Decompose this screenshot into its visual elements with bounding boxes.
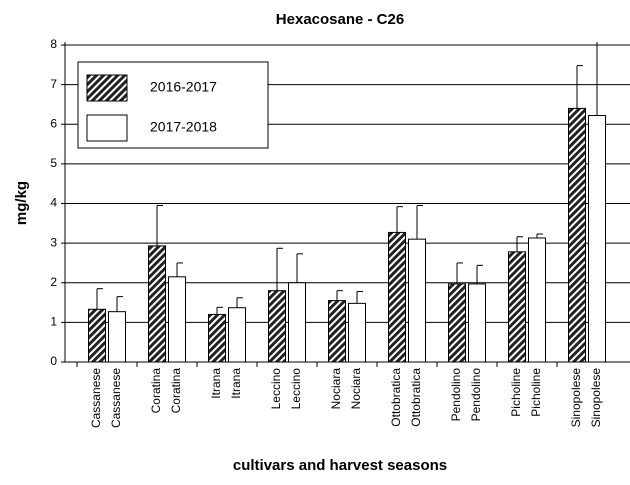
bar	[348, 302, 366, 363]
x-tick-label: Pendolino	[469, 368, 483, 422]
x-axis-label: cultivars and harvest seasons	[233, 457, 447, 474]
bar	[508, 251, 526, 363]
bar	[168, 276, 186, 363]
x-tick-label: Sinopolese	[569, 368, 583, 428]
y-axis-label: mg/kg	[13, 181, 30, 225]
x-tick-label: Picholine	[509, 368, 523, 417]
x-tick-label: Cassanese	[109, 368, 123, 428]
bar	[208, 313, 226, 363]
bar	[328, 300, 346, 363]
x-tick-label: Coratina	[169, 368, 183, 414]
y-tick-label: 2	[50, 275, 57, 289]
bar	[468, 283, 486, 363]
x-tick-label: Pendolino	[449, 368, 463, 422]
bar	[148, 245, 166, 363]
y-tick-label: 5	[50, 156, 57, 170]
bar	[288, 282, 306, 363]
y-tick-label: 8	[50, 37, 57, 51]
x-tick-label: Sinopolese	[589, 368, 603, 428]
x-tick-label: Leccino	[289, 368, 303, 410]
bar	[268, 290, 286, 363]
bar	[228, 307, 246, 363]
x-tick-label: Ottobratica	[409, 368, 423, 427]
x-tick-label: Cassanese	[89, 368, 103, 428]
legend-swatch	[86, 74, 128, 102]
bar	[568, 107, 586, 363]
chart-title: Hexacosane - C26	[276, 11, 404, 28]
bar	[88, 308, 106, 363]
bar	[108, 311, 126, 363]
y-tick-label: 3	[50, 235, 57, 249]
y-tick-label: 1	[50, 315, 57, 329]
x-tick-label: Nociara	[329, 368, 343, 410]
legend-swatch	[86, 114, 128, 142]
legend-label: 2016-2017	[150, 79, 217, 95]
x-tick-label: Itrana	[209, 368, 223, 399]
y-tick-label: 4	[50, 196, 57, 210]
y-tick-label: 0	[50, 354, 57, 368]
x-tick-label: Nociara	[349, 368, 363, 410]
bar	[588, 115, 606, 363]
x-tick-label: Ottobratica	[389, 368, 403, 427]
legend-label: 2017-2018	[150, 119, 217, 135]
x-tick-label: Coratina	[149, 368, 163, 414]
x-tick-label: Leccino	[269, 368, 283, 410]
y-tick-label: 7	[50, 77, 57, 91]
bar	[408, 238, 426, 363]
bar	[528, 237, 546, 363]
x-tick-label: Picholine	[529, 368, 543, 417]
bars	[88, 42, 606, 363]
y-tick-label: 6	[50, 116, 57, 130]
bar	[448, 283, 466, 363]
x-tick-label: Itrana	[229, 368, 243, 399]
bar	[388, 231, 406, 363]
